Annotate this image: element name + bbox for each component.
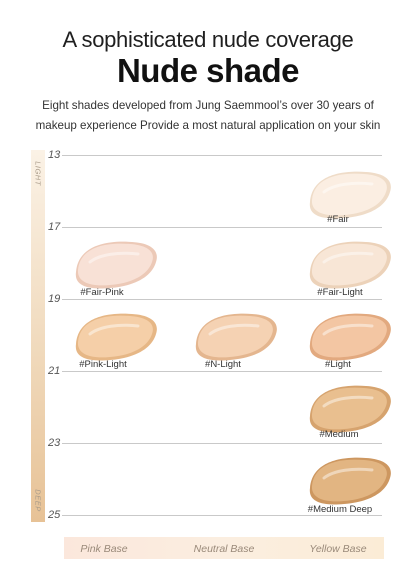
smear-highlight (322, 181, 374, 194)
description-line-2: makeup experience Provide a most natural… (35, 119, 381, 132)
smear-highlight (322, 323, 374, 336)
swatch-pink-light (66, 304, 166, 374)
smear-highlight (322, 251, 374, 264)
smear-body (311, 315, 387, 358)
swatch-n-light (186, 304, 286, 374)
light-to-deep-gradient-bar (31, 150, 45, 522)
gridline-23 (62, 443, 382, 444)
scale-light-label: LIGHT (33, 161, 43, 186)
cream-smear-graphic (195, 313, 277, 361)
base-label-neutral: Neutral Base (193, 543, 255, 555)
base-label-yellow: Yellow Base (309, 543, 367, 555)
smear-body (197, 315, 273, 358)
swatch-medium-deep (300, 448, 400, 518)
swatch-medium (300, 376, 400, 446)
tick-21: 21 (48, 365, 61, 377)
smear-body (77, 243, 153, 286)
label-fair-pink: #Fair-Pink (80, 287, 124, 298)
eyebrow-heading: A sophisticated nude coverage (62, 27, 354, 52)
tick-25: 25 (48, 509, 61, 521)
smear-highlight (322, 395, 374, 408)
gridline-25 (62, 515, 382, 516)
label-fair-light: #Fair-Light (317, 287, 363, 298)
description: Eight shades developed from Jung Saemmoo… (0, 96, 416, 136)
smear-highlight (322, 467, 374, 480)
tick-13: 13 (48, 149, 61, 161)
gridline-21 (62, 371, 382, 372)
cream-smear-graphic (309, 241, 391, 289)
smear-highlight (88, 251, 140, 264)
description-line-1: Eight shades developed from Jung Saemmoo… (42, 99, 374, 112)
swatch-fair-pink (66, 232, 166, 302)
swatch-fair (300, 162, 400, 232)
smear-body (311, 243, 387, 286)
smear-body (311, 459, 387, 502)
smear-body (77, 315, 153, 358)
base-label-pink: Pink Base (80, 543, 128, 555)
cream-smear-graphic (309, 457, 391, 505)
cream-smear-graphic (75, 241, 157, 289)
label-n-light: #N-Light (205, 359, 241, 370)
cream-smear-graphic (309, 171, 391, 219)
smear-highlight (88, 323, 140, 336)
label-pink-light: #Pink-Light (79, 359, 127, 370)
scale-deep-label: DEEP (33, 489, 43, 512)
page-title: Nude shade (116, 52, 300, 89)
cream-smear-graphic (309, 385, 391, 433)
smear-highlight (208, 323, 260, 336)
swatch-fair-light (300, 232, 400, 302)
gridline-19 (62, 299, 382, 300)
label-medium: #Medium (319, 429, 359, 440)
smear-body (311, 387, 387, 430)
tick-19: 19 (48, 293, 61, 305)
label-fair: #Fair (327, 214, 349, 225)
swatch-light (300, 304, 400, 374)
base-strip (64, 537, 384, 559)
label-medium-deep: #Medium Deep (307, 504, 373, 515)
tick-23: 23 (48, 437, 61, 449)
tick-17: 17 (48, 221, 61, 233)
cream-smear-graphic (309, 313, 391, 361)
gridline-17 (62, 227, 382, 228)
cream-smear-graphic (75, 313, 157, 361)
label-light: #Light (325, 359, 351, 370)
smear-body (311, 173, 387, 216)
gridline-13 (62, 155, 382, 156)
